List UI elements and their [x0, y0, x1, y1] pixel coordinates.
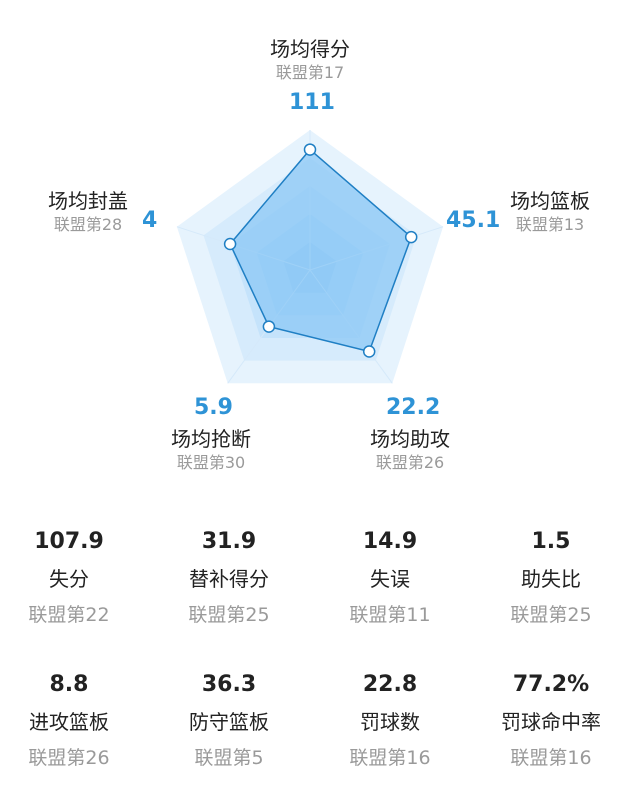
stat-opp-points: 107.9 失分 联盟第22 — [0, 527, 149, 629]
stat-label: 防守篮板 — [189, 710, 269, 734]
radar-point — [262, 320, 276, 333]
axis-value-steals: 5.9 — [194, 395, 233, 420]
stat-value: 77.2% — [512, 672, 590, 697]
stat-rank: 联盟第25 — [510, 604, 592, 626]
stat-free-throws: 22.8 罚球数 联盟第16 — [310, 670, 470, 772]
stat-turnovers: 14.9 失误 联盟第11 — [310, 527, 470, 629]
radar-point — [404, 230, 418, 244]
stat-value: 1.5 — [531, 529, 571, 554]
stat-label: 罚球命中率 — [501, 710, 601, 734]
radar-point — [223, 237, 237, 251]
stat-ast-to-ratio: 1.5 助失比 联盟第25 — [471, 527, 626, 629]
axis-label-points: 场均得分 — [270, 37, 350, 61]
stat-label: 罚球数 — [360, 710, 420, 734]
stat-rank: 联盟第5 — [194, 747, 264, 769]
axis-label-blocks: 场均封盖 — [48, 189, 128, 213]
stat-value: 22.8 — [362, 672, 418, 697]
axis-value-assists: 22.2 — [386, 395, 441, 420]
radar-chart — [176, 130, 444, 384]
axis-steals-block: 场均抢断 联盟第30 — [151, 426, 271, 474]
axis-label-assists: 场均助攻 — [370, 427, 450, 451]
stat-ft-percentage: 77.2% 罚球命中率 联盟第16 — [471, 670, 626, 772]
stat-label: 失误 — [370, 567, 410, 591]
radar-series-area — [229, 148, 413, 353]
stat-rank: 联盟第25 — [188, 604, 270, 626]
axis-blocks-block: 场均封盖 联盟第28 — [28, 188, 148, 236]
axis-label-steals: 场均抢断 — [171, 427, 251, 451]
stat-value: 14.9 — [362, 529, 418, 554]
axis-points-block: 场均得分 联盟第17 — [233, 36, 387, 84]
stat-rank: 联盟第16 — [349, 747, 431, 769]
stat-value: 107.9 — [34, 529, 104, 554]
axis-value-rebounds: 45.1 — [446, 208, 501, 233]
stat-label: 替补得分 — [189, 567, 269, 591]
axis-value-blocks: 4 — [142, 208, 158, 233]
axis-rank-steals: 联盟第30 — [176, 453, 246, 472]
stat-rank: 联盟第11 — [349, 604, 431, 626]
radar-series — [223, 143, 418, 358]
axis-rank-rebounds: 联盟第13 — [515, 215, 585, 234]
stat-rank: 联盟第16 — [510, 747, 592, 769]
stat-value: 36.3 — [201, 672, 257, 697]
stat-rank: 联盟第26 — [28, 747, 110, 769]
stat-bench-points: 31.9 替补得分 联盟第25 — [149, 527, 309, 629]
stat-value: 31.9 — [201, 529, 257, 554]
axis-label-rebounds: 场均篮板 — [510, 189, 590, 213]
radar-point — [303, 143, 317, 156]
axis-assists-block: 场均助攻 联盟第26 — [350, 426, 470, 474]
stat-value: 8.8 — [49, 672, 89, 697]
axis-rebounds-block: 场均篮板 联盟第13 — [490, 188, 610, 236]
axis-rank-assists: 联盟第26 — [375, 453, 445, 472]
radar-point — [362, 345, 376, 358]
stat-label: 进攻篮板 — [29, 710, 109, 734]
axis-rank-points: 联盟第17 — [275, 63, 345, 82]
stat-rank: 联盟第22 — [28, 604, 110, 626]
stat-label: 助失比 — [521, 567, 581, 591]
axis-rank-blocks: 联盟第28 — [53, 215, 123, 234]
stat-off-rebounds: 8.8 进攻篮板 联盟第26 — [0, 670, 149, 772]
axis-value-points: 111 — [289, 90, 335, 115]
stat-label: 失分 — [49, 567, 89, 591]
stat-def-rebounds: 36.3 防守篮板 联盟第5 — [149, 670, 309, 772]
